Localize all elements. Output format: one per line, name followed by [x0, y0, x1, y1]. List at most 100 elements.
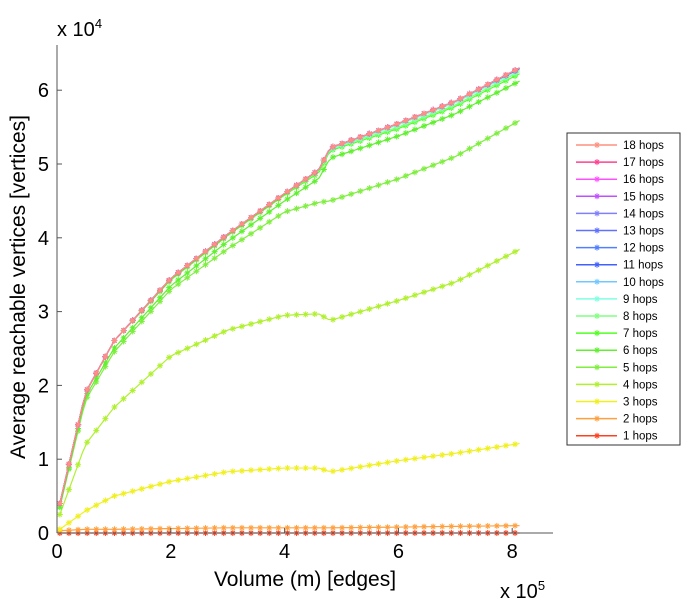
data-point-marker — [84, 526, 91, 533]
data-point-marker — [102, 363, 109, 370]
data-point-marker — [439, 158, 446, 165]
data-point-marker — [184, 262, 191, 269]
legend-item: 6 hops — [576, 345, 658, 357]
plot-area — [56, 67, 520, 536]
data-point-marker — [257, 466, 264, 473]
legend-label: 1 hops — [623, 431, 658, 443]
data-point-marker — [293, 465, 300, 472]
data-point-marker — [411, 292, 418, 299]
series-7-hops — [56, 73, 520, 507]
series-6-hops — [56, 80, 520, 511]
data-point-marker — [366, 142, 373, 149]
data-point-marker — [475, 523, 482, 530]
data-point-marker — [202, 525, 209, 532]
data-point-marker — [439, 451, 446, 458]
data-point-marker — [84, 386, 91, 393]
legend-marker-icon — [594, 330, 600, 337]
data-point-marker — [411, 126, 418, 133]
data-point-marker — [248, 214, 255, 221]
data-point-marker — [238, 236, 245, 243]
legend-label: 3 hops — [623, 397, 658, 409]
legend: 18 hops 17 hops 16 hops 15 hops 14 hops 13 ho… — [576, 140, 664, 443]
series-4-hops — [56, 248, 520, 518]
data-point-marker — [348, 191, 355, 198]
data-point-marker — [302, 203, 309, 210]
data-point-marker — [129, 317, 136, 324]
y-multiplier-base: x 10 — [57, 19, 95, 41]
data-point-marker — [320, 524, 327, 531]
data-point-marker — [348, 524, 355, 531]
data-point-marker — [484, 262, 491, 269]
data-point-marker — [512, 120, 519, 127]
data-point-marker — [284, 465, 291, 472]
data-point-marker — [457, 108, 464, 115]
legend-item: 11 hops — [576, 260, 663, 272]
legend-marker-icon — [594, 261, 600, 268]
x-tick-label: 2 — [165, 541, 176, 563]
data-point-marker — [257, 224, 264, 231]
data-point-marker — [184, 274, 191, 281]
data-point-marker — [156, 287, 163, 294]
data-point-marker — [193, 341, 200, 348]
legend-item: 2 hops — [576, 414, 658, 426]
data-point-marker — [93, 375, 100, 382]
data-point-marker — [147, 370, 154, 377]
data-point-marker — [75, 425, 82, 432]
legend-marker-icon — [594, 313, 600, 319]
data-point-marker — [348, 137, 355, 144]
data-point-marker — [257, 524, 264, 531]
data-point-marker — [238, 228, 245, 235]
data-point-marker — [421, 289, 428, 296]
data-point-marker — [220, 328, 227, 335]
x-tick-label: 0 — [51, 541, 62, 563]
series-18-hops — [56, 67, 520, 507]
data-point-marker — [147, 483, 154, 490]
legend-label: 13 hops — [623, 226, 664, 238]
data-point-marker — [229, 242, 236, 249]
data-point-marker — [339, 151, 346, 158]
data-point-marker — [466, 448, 473, 455]
data-point-marker — [166, 277, 173, 284]
legend-marker-icon — [594, 347, 600, 354]
data-point-marker — [421, 110, 428, 117]
data-point-marker — [512, 80, 519, 87]
data-point-marker — [512, 67, 519, 74]
data-point-marker — [439, 115, 446, 122]
data-point-marker — [430, 523, 437, 530]
data-point-marker — [184, 525, 191, 532]
data-point-marker — [238, 467, 245, 474]
legend-label: 15 hops — [623, 191, 664, 203]
data-point-marker — [166, 354, 173, 361]
data-point-marker — [147, 525, 154, 532]
legend-item: 17 hops — [576, 157, 664, 169]
data-point-marker — [175, 269, 182, 276]
data-point-marker — [366, 130, 373, 137]
y-tick-label: 1 — [38, 449, 49, 471]
data-point-marker — [475, 446, 482, 453]
data-point-marker — [138, 307, 145, 314]
series-line — [59, 442, 520, 530]
series-line — [59, 67, 520, 504]
legend-marker-icon — [594, 295, 600, 302]
data-point-marker — [102, 497, 109, 504]
data-point-marker — [293, 205, 300, 212]
series-15-hops — [56, 67, 520, 507]
data-point-marker — [402, 456, 409, 463]
data-point-marker — [184, 269, 191, 276]
legend-marker-icon — [594, 398, 600, 405]
data-point-marker — [84, 394, 91, 401]
data-point-marker — [375, 524, 382, 531]
legend-item: 9 hops — [576, 294, 658, 306]
data-point-marker — [220, 469, 227, 476]
data-point-marker — [502, 253, 509, 260]
data-point-marker — [175, 281, 182, 288]
data-point-marker — [266, 208, 273, 215]
data-point-marker — [211, 241, 218, 248]
data-point-marker — [275, 202, 282, 209]
data-point-marker — [493, 522, 500, 529]
data-point-marker — [375, 182, 382, 189]
data-point-marker — [493, 257, 500, 264]
data-point-marker — [411, 455, 418, 462]
data-point-marker — [166, 478, 173, 485]
data-point-marker — [211, 525, 218, 532]
